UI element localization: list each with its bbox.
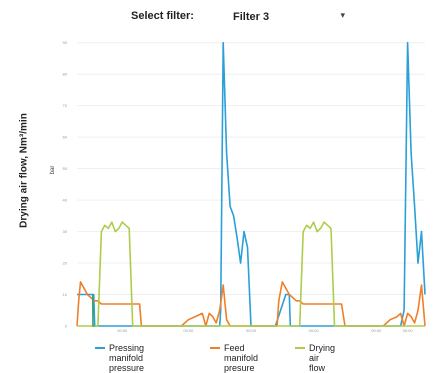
filter-select-value: Filter 3 — [233, 11, 270, 23]
series-line — [77, 41, 426, 327]
x-tick-labels: 00:00 00:00 00:00 00:00 00:00 00:00 — [117, 328, 413, 333]
y-tick-label: 0 — [65, 324, 68, 329]
x-tick-label: 00:00 — [403, 328, 414, 333]
y-tick-label: 40 — [63, 198, 68, 203]
y-tick-label: 50 — [63, 166, 68, 171]
y-tick-labels: 90 80 70 60 50 40 30 20 10 0 — [63, 40, 68, 328]
y-tick-label: 80 — [63, 72, 68, 77]
grid-lines — [77, 42, 425, 327]
filter-bar: Select filter: Filter 3 ▾ — [0, 6, 433, 28]
legend-swatch — [95, 347, 105, 349]
filter-label: Select filter: — [131, 10, 194, 22]
x-tick-label: 00:00 — [183, 328, 194, 333]
series-lines — [76, 41, 426, 327]
y-tick-label: 60 — [63, 135, 68, 140]
legend-swatch — [295, 347, 305, 349]
x-tick-label: 00:00 — [309, 328, 320, 333]
series-line — [77, 221, 425, 327]
legend-swatch — [210, 347, 220, 349]
chevron-down-icon[interactable]: ▾ — [340, 10, 345, 20]
legend-label: Pressing manifold pressure — [109, 343, 145, 373]
series-line — [91, 294, 95, 327]
x-tick-label: 00:00 — [246, 328, 257, 333]
y-tick-label: 20 — [63, 261, 68, 266]
filter-select[interactable]: Filter 3 ▾ — [224, 6, 356, 28]
y-tick-label: 90 — [63, 40, 68, 45]
x-tick-label: 00:00 — [117, 328, 128, 333]
legend-label: Feed manifold presure — [224, 343, 259, 373]
legend: Pressing manifold pressure Feed manifold pr… — [95, 343, 425, 373]
y-tick-label: 70 — [63, 103, 68, 108]
x-tick-label: 00:00 — [371, 328, 382, 333]
legend-label: Drying air flow — [309, 343, 336, 373]
y-tick-label: 10 — [63, 292, 68, 297]
y-tick-label: 30 — [63, 229, 68, 234]
